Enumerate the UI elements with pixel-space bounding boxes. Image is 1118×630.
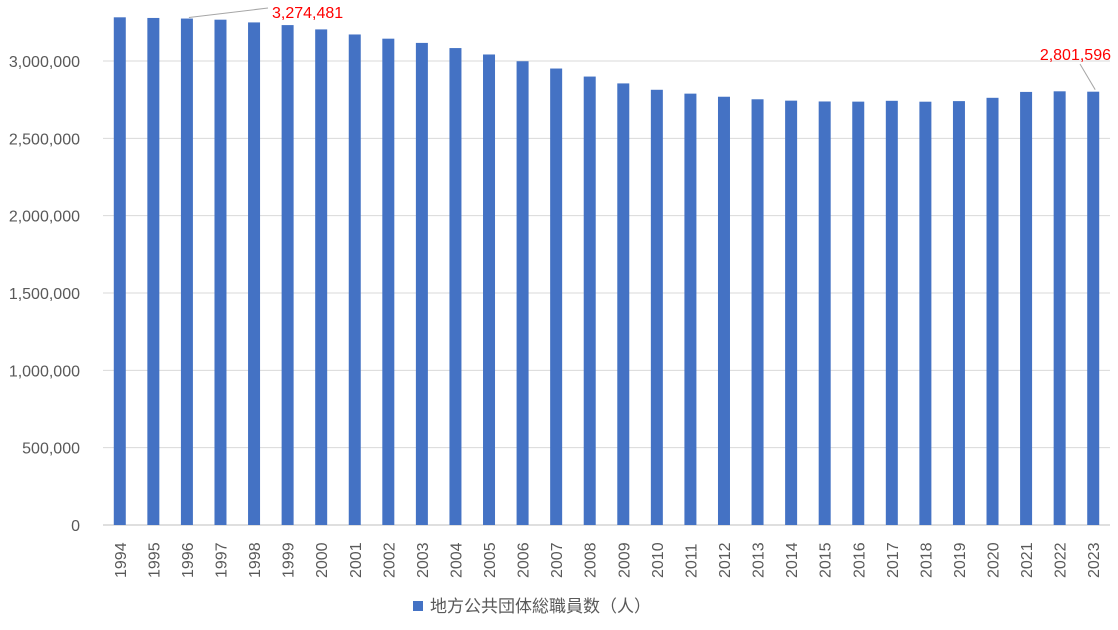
bar — [852, 101, 865, 525]
x-tick-label: 2006 — [516, 542, 533, 578]
y-tick-label: 500,000 — [22, 441, 80, 458]
bar — [717, 96, 730, 525]
x-tick-label: 2014 — [784, 542, 801, 578]
x-tick-label: 2017 — [885, 542, 902, 578]
gridlines — [103, 60, 1110, 526]
bar — [751, 99, 764, 526]
bar — [449, 48, 462, 525]
bar — [986, 97, 999, 526]
y-axis-tick-labels: 0 500,000 1,000,000 1,500,000 2,000,000 2,500… — [9, 54, 80, 535]
bar — [516, 61, 529, 525]
callout-annotations: 3,274,481 2,801,596 — [188, 5, 1111, 90]
bar — [919, 101, 932, 526]
bar — [483, 54, 496, 525]
x-tick-label: 2023 — [1086, 542, 1103, 578]
x-tick-label: 2013 — [751, 542, 768, 578]
bar — [348, 34, 361, 525]
x-tick-label: 2005 — [482, 542, 499, 578]
callout-label: 3,274,481 — [272, 5, 343, 22]
x-tick-label: 2008 — [583, 542, 600, 578]
y-tick-label: 0 — [71, 518, 80, 535]
x-tick-label: 2002 — [381, 542, 398, 578]
x-tick-label: 2007 — [549, 542, 566, 578]
bar — [415, 42, 428, 525]
bar — [1087, 91, 1100, 525]
x-tick-label: 2011 — [683, 543, 700, 578]
y-tick-label: 2,500,000 — [9, 131, 80, 148]
y-tick-label: 3,000,000 — [9, 54, 80, 71]
x-tick-label: 1998 — [247, 542, 264, 578]
x-tick-label: 2001 — [348, 542, 365, 578]
bar — [147, 17, 160, 525]
x-tick-label: 1997 — [213, 542, 230, 578]
bar — [650, 89, 663, 526]
bar — [248, 22, 261, 526]
x-tick-label: 2012 — [717, 542, 734, 578]
bar — [885, 100, 898, 525]
x-tick-label: 2020 — [986, 542, 1003, 578]
bar — [281, 25, 294, 525]
y-tick-label: 2,000,000 — [9, 209, 80, 226]
x-tick-label: 1995 — [146, 542, 163, 578]
bar — [583, 76, 596, 525]
bar — [315, 29, 328, 525]
bar — [113, 17, 126, 526]
bar — [1020, 91, 1033, 525]
x-axis-tick-labels: 1994 1995 1996 1997 1998 1999 2000 2001 2002 2003… — [113, 542, 1103, 578]
x-tick-label: 2010 — [650, 542, 667, 578]
x-tick-label: 2016 — [851, 542, 868, 578]
x-tick-label: 1996 — [180, 542, 197, 578]
bar — [382, 38, 395, 526]
legend: 地方公共団体総職員数（人） — [413, 597, 651, 617]
callout-leader-line — [1079, 63, 1096, 90]
x-tick-label: 1994 — [113, 542, 130, 578]
x-tick-label: 2022 — [1053, 542, 1070, 578]
bar — [550, 68, 563, 525]
legend-label: 地方公共団体総職員数（人） — [430, 597, 651, 617]
bar — [684, 93, 697, 526]
bar — [180, 18, 193, 526]
bar — [617, 83, 630, 525]
x-tick-label: 2009 — [616, 542, 633, 578]
bar — [818, 101, 831, 525]
bar — [1053, 91, 1066, 526]
bar — [214, 19, 227, 525]
x-tick-label: 2004 — [448, 542, 465, 578]
x-tick-label: 2003 — [415, 542, 432, 578]
x-tick-label: 2000 — [314, 542, 331, 578]
legend-swatch — [413, 601, 423, 611]
callout-label: 2,801,596 — [1040, 47, 1111, 64]
x-tick-label: 1999 — [281, 542, 298, 578]
bar — [952, 101, 965, 525]
x-tick-label: 2019 — [952, 542, 969, 578]
x-tick-label: 2015 — [818, 542, 835, 578]
y-tick-label: 1,500,000 — [9, 286, 80, 303]
callout-leader-line — [188, 7, 269, 19]
y-tick-label: 1,000,000 — [9, 363, 80, 380]
x-tick-label: 2021 — [1019, 542, 1036, 578]
bar-series — [113, 17, 1100, 526]
x-tick-label: 2018 — [918, 542, 935, 578]
bar — [785, 100, 798, 525]
